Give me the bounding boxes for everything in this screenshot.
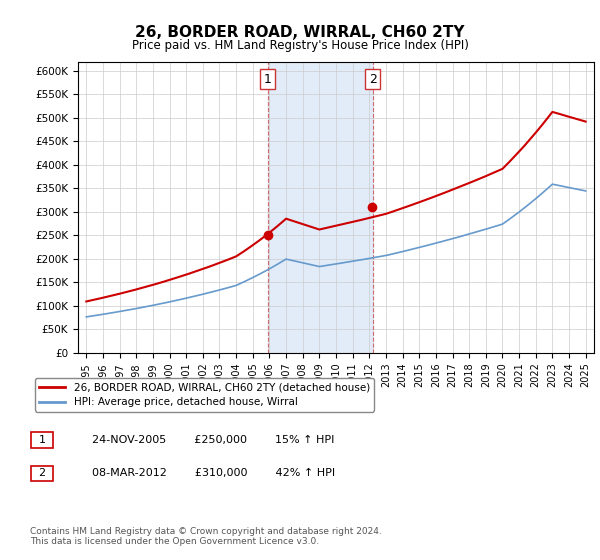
Text: 1: 1 [264, 73, 272, 86]
FancyBboxPatch shape [31, 466, 53, 481]
Text: Contains HM Land Registry data © Crown copyright and database right 2024.
This d: Contains HM Land Registry data © Crown c… [30, 526, 382, 546]
FancyBboxPatch shape [31, 432, 53, 448]
Text: Price paid vs. HM Land Registry's House Price Index (HPI): Price paid vs. HM Land Registry's House … [131, 39, 469, 52]
Legend: 26, BORDER ROAD, WIRRAL, CH60 2TY (detached house), HPI: Average price, detached: 26, BORDER ROAD, WIRRAL, CH60 2TY (detac… [35, 378, 374, 412]
Text: 26, BORDER ROAD, WIRRAL, CH60 2TY: 26, BORDER ROAD, WIRRAL, CH60 2TY [135, 25, 465, 40]
Text: 1: 1 [38, 435, 46, 445]
Bar [268, 62, 373, 353]
Text: 24-NOV-2005        £250,000        15% ↑ HPI: 24-NOV-2005 £250,000 15% ↑ HPI [78, 435, 334, 445]
Text: 2: 2 [38, 469, 46, 478]
Text: 2: 2 [368, 73, 377, 86]
Text: 08-MAR-2012        £310,000        42% ↑ HPI: 08-MAR-2012 £310,000 42% ↑ HPI [78, 468, 335, 478]
